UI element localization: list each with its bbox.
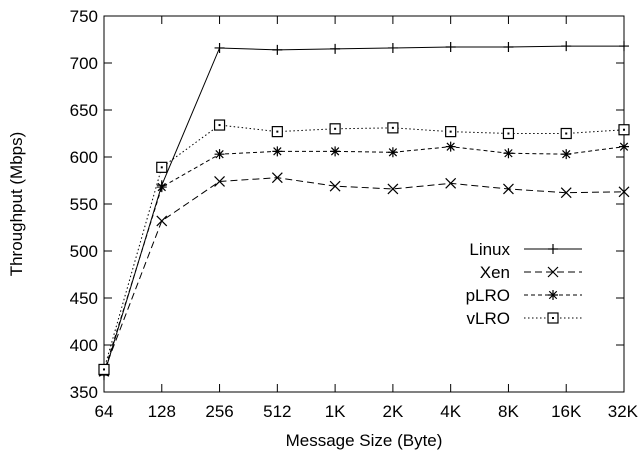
x-tick-label: 512: [263, 402, 291, 421]
y-tick-label: 500: [70, 242, 98, 261]
series-xen-point-marker: [560, 187, 572, 199]
legend-vlro-marker-dot: [552, 317, 554, 319]
x-tick-label: 4K: [440, 402, 461, 421]
series-plro-point-marker: [330, 146, 341, 157]
series-vlro-point-marker-dot: [218, 124, 221, 127]
series-vlro-point-marker-dot: [623, 128, 625, 131]
series-vlro-point-marker-dot: [103, 368, 105, 371]
series-plro-point-marker: [272, 146, 283, 157]
legend-label-linux: Linux: [469, 240, 510, 259]
series-vlro-point-marker-dot: [276, 130, 279, 133]
series-xen: [98, 172, 630, 377]
series-xen-point-marker: [156, 215, 168, 227]
y-tick-label: 350: [70, 383, 98, 402]
series-plro: [99, 141, 629, 378]
y-axis-title: Throughput (Mbps): [7, 132, 26, 277]
x-axis-title: Message Size (Byte): [286, 431, 443, 450]
series-vlro-point-marker-dot: [507, 132, 510, 135]
series-layer: [98, 41, 630, 381]
series-linux-point-marker: [330, 43, 341, 54]
x-tick-label: 256: [205, 402, 233, 421]
series-xen-point-marker: [387, 183, 399, 195]
series-xen-point-marker: [329, 180, 341, 192]
series-plro-point-marker: [156, 182, 167, 193]
plot-border: [103, 15, 625, 393]
series-vlro-point-marker-dot: [449, 130, 452, 133]
x-tick-label: 8K: [498, 402, 519, 421]
series-plro-point-marker: [503, 148, 514, 159]
series-vlro-point-marker-dot: [391, 126, 394, 129]
series-vlro-line: [103, 124, 625, 370]
series-linux-point-marker: [561, 41, 572, 52]
x-tick-label: 16K: [551, 402, 582, 421]
series-xen-point-marker: [445, 177, 457, 189]
y-axis: 350 400 450 500 550 600 650 700 750: [70, 7, 624, 402]
y-tick-label: 400: [70, 336, 98, 355]
y-tick-label: 450: [70, 289, 98, 308]
series-linux-point-marker: [445, 42, 456, 53]
series-vlro: [98, 119, 630, 376]
legend-item-linux: Linux: [469, 240, 582, 259]
series-linux: [99, 41, 629, 381]
series-xen-point-marker: [618, 186, 630, 198]
y-tick-label: 600: [70, 148, 98, 167]
series-xen-point-marker: [503, 183, 514, 195]
legend: Linux Xen pLRO vLRO: [466, 240, 582, 328]
series-linux-point-marker: [387, 42, 398, 53]
series-plro-point-marker: [561, 149, 572, 160]
series-plro-point-marker: [445, 141, 456, 152]
legend-label-plro: pLRO: [466, 286, 510, 305]
series-vlro-point-marker-dot: [160, 166, 163, 169]
x-axis: 64 128 256 512 1K 2K 4K 8K 16K 32K: [95, 16, 639, 421]
series-linux-line: [103, 45, 624, 376]
y-tick-label: 650: [70, 101, 98, 120]
series-plro-point-marker: [214, 149, 225, 160]
y-tick-label: 750: [70, 7, 98, 26]
legend-label-xen: Xen: [480, 263, 510, 282]
y-tick-label: 700: [70, 54, 98, 73]
legend-item-plro: pLRO: [466, 286, 582, 305]
x-tick-label: 64: [95, 402, 114, 421]
x-tick-label: 1K: [325, 402, 346, 421]
series-linux-point-marker: [619, 41, 629, 52]
x-tick-label: 32K: [608, 402, 639, 421]
legend-linux-marker: [548, 244, 558, 254]
legend-label-vlro: vLRO: [467, 309, 510, 328]
legend-item-xen: Xen: [480, 263, 582, 282]
series-xen-line: [103, 177, 625, 372]
series-xen-point-marker: [214, 176, 225, 187]
legend-xen-marker: [547, 266, 559, 278]
legend-item-vlro: vLRO: [467, 309, 582, 328]
series-vlro-point-marker-dot: [334, 127, 337, 130]
series-plro-point-marker: [387, 147, 398, 158]
y-tick-label: 550: [70, 195, 98, 214]
series-linux-point-marker: [272, 44, 283, 55]
series-plro-point-marker: [619, 141, 629, 152]
series-vlro-point-marker-dot: [565, 132, 568, 135]
legend-plro-marker: [548, 290, 558, 300]
series-linux-point-marker: [214, 42, 225, 53]
x-tick-label: 2K: [382, 402, 403, 421]
plot-frame: [103, 15, 625, 393]
x-tick-label: 128: [148, 402, 176, 421]
series-linux-point-marker: [503, 42, 514, 53]
series-plro-line: [103, 146, 625, 373]
series-xen-point-marker: [271, 172, 283, 184]
